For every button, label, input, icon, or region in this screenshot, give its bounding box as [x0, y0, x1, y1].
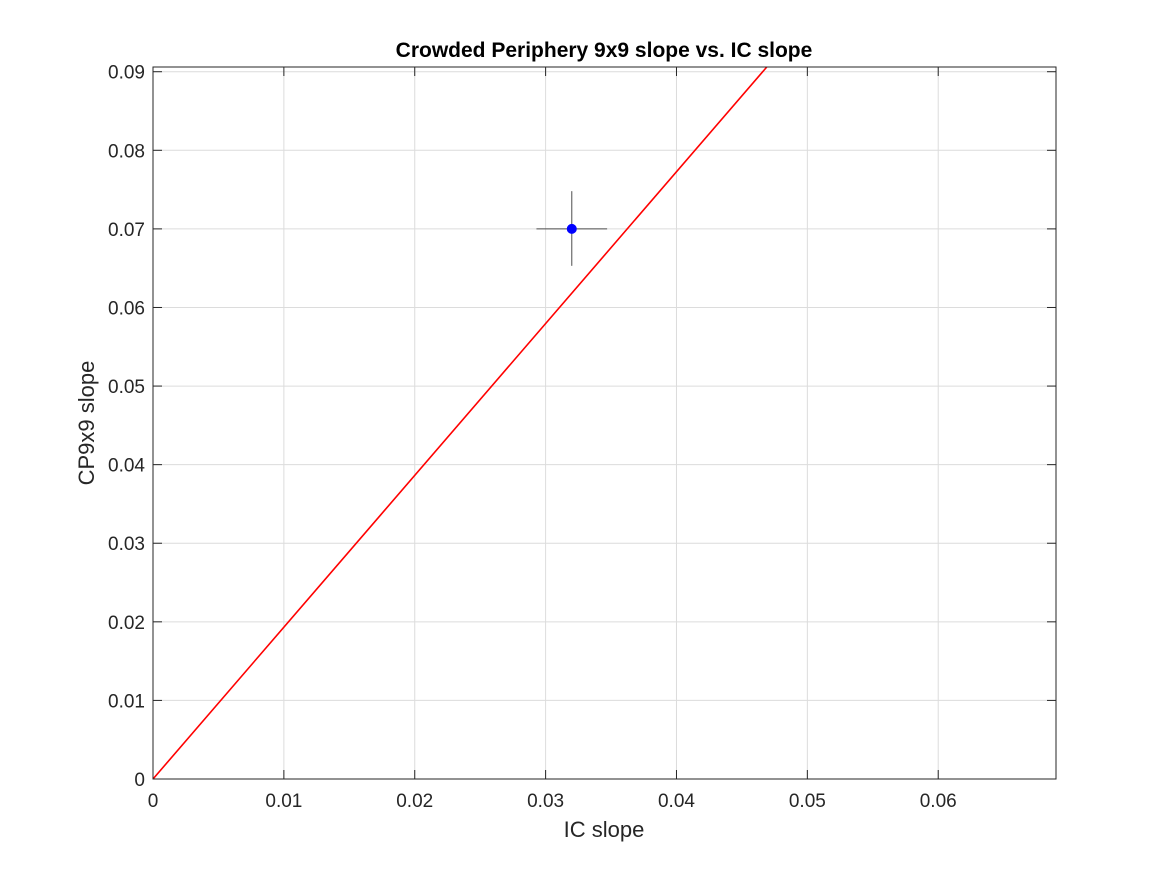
x-axis: 0 0.01 0.02 0.03 0.04 0.05 0.06 [148, 67, 957, 812]
y-tick-label: 0.08 [108, 141, 145, 162]
y-tick-label: 0.05 [108, 377, 145, 398]
y-tick-label: 0.02 [108, 613, 145, 634]
reference-line-layer [152, 66, 768, 780]
y-tick-label: 0.06 [108, 298, 145, 319]
x-tick-label: 0.01 [265, 791, 302, 812]
data-point [566, 223, 577, 234]
plot-area [153, 67, 1056, 779]
x-tick-label: 0.02 [396, 791, 433, 812]
y-axis: 0 0.01 0.02 0.03 0.04 0.05 0.06 0.07 0.08 0.09 [108, 63, 1056, 791]
y-tick-label: 0.09 [108, 63, 145, 84]
y-tick-label: 0 [134, 770, 145, 791]
y-tick-label: 0.04 [108, 456, 145, 477]
y-axis-label: CP9x9 slope [74, 361, 99, 486]
x-tick-label: 0.03 [527, 791, 564, 812]
y-tick-label: 0.03 [108, 534, 145, 555]
reference-line [152, 66, 768, 780]
axes-box [152, 66, 1057, 780]
y-tick-label: 0.01 [108, 691, 145, 712]
chart-title: Crowded Periphery 9x9 slope vs. IC slope [396, 39, 813, 62]
data-points [536, 191, 608, 266]
x-tick-label: 0.05 [789, 791, 826, 812]
x-tick-label: 0.06 [920, 791, 957, 812]
y-tick-label: 0.07 [108, 220, 145, 241]
x-tick-label: 0.04 [658, 791, 695, 812]
x-tick-label: 0 [148, 791, 159, 812]
x-axis-label: IC slope [564, 817, 645, 842]
